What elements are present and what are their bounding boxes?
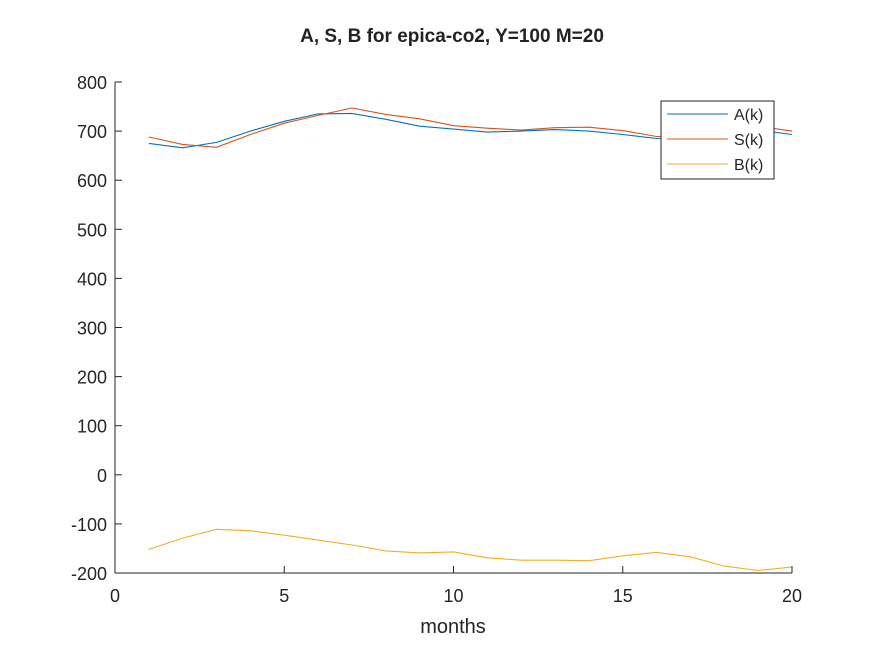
x-tick-label: 10 [443, 586, 463, 606]
y-tick-label: 400 [77, 269, 107, 289]
y-tick-label: 100 [77, 417, 107, 437]
series-line-3 [148, 528, 793, 572]
legend-label-3: B(k) [734, 157, 763, 174]
legend-label-2: S(k) [734, 132, 763, 149]
y-tick-label: 0 [97, 466, 107, 486]
x-tick-label: 20 [782, 586, 802, 606]
x-tick-label: 0 [110, 586, 120, 606]
chart-title: A, S, B for epica-co2, Y=100 M=20 [300, 26, 604, 47]
y-tick-label: -200 [71, 564, 107, 584]
y-tick-label: 300 [77, 319, 107, 339]
y-tick-label: 800 [77, 73, 107, 93]
y-tick-label: 700 [77, 122, 107, 142]
legend-label-1: A(k) [734, 107, 763, 124]
x-tick-label: 15 [613, 586, 633, 606]
y-tick-label: -100 [71, 515, 107, 535]
axes-layer: 0 5 10 15 20 -200 -100 0 100 200 300 400 500 600 700 80… [71, 73, 802, 606]
y-tick-label: 200 [77, 368, 107, 388]
y-tick-label: 500 [77, 220, 107, 240]
x-axis-label: months [420, 616, 486, 638]
x-tick-label: 5 [279, 586, 289, 606]
y-tick-label: 600 [77, 171, 107, 191]
legend: A(k) S(k) B(k) [660, 100, 775, 180]
